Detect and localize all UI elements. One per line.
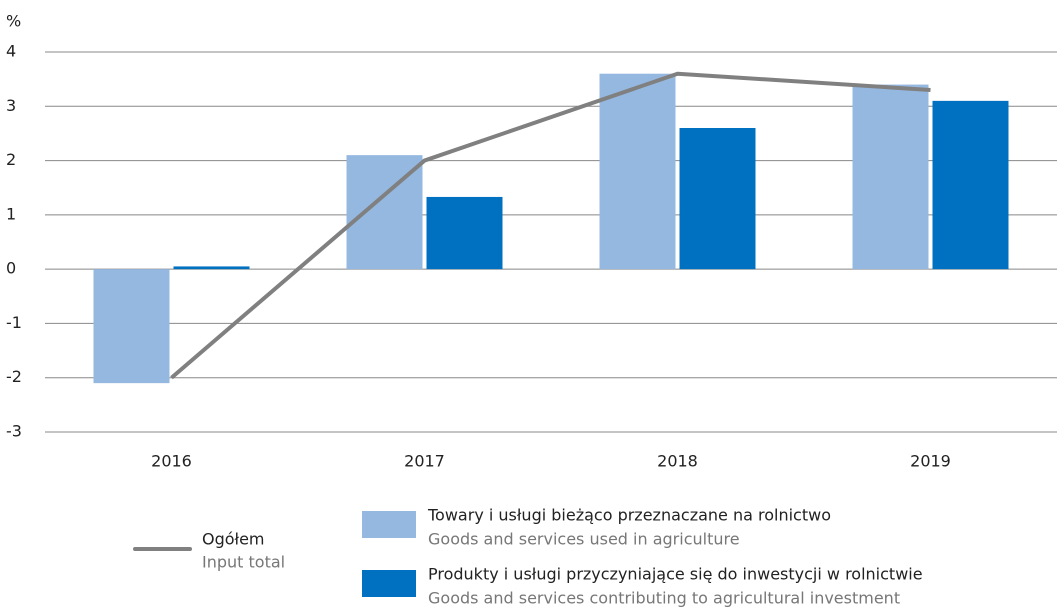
bar (426, 196, 503, 270)
legend-label-en: Input total (202, 553, 285, 572)
y-tick-label: 4 (6, 42, 16, 61)
x-tick-label: 2017 (404, 452, 445, 471)
legend-label: Towary i usługi bieżąco przeznaczane na … (427, 506, 831, 525)
x-tick-label: 2016 (151, 452, 192, 471)
bar (93, 269, 170, 384)
y-tick-label: 3 (6, 96, 16, 115)
legend-swatch (362, 570, 416, 597)
x-tick-label: 2019 (910, 452, 951, 471)
y-axis-label: % (6, 12, 21, 31)
legend-label-en: Goods and services used in agriculture (428, 530, 740, 549)
legend-label: Produkty i usługi przyczyniające się do … (428, 565, 923, 584)
legend-label-en: Goods and services contributing to agric… (428, 589, 900, 608)
line (170, 71, 931, 380)
bar (599, 73, 676, 270)
y-tick-label: -1 (6, 313, 22, 332)
bar (932, 100, 1009, 270)
y-tick-label: -3 (6, 422, 22, 441)
x-tick-label: 2018 (657, 452, 698, 471)
bar (679, 128, 756, 270)
legend-label: Ogółem (202, 530, 265, 549)
bar (173, 266, 250, 270)
y-tick-label: -2 (6, 367, 22, 386)
y-tick-label: 1 (6, 204, 16, 223)
bar (852, 84, 929, 270)
y-tick-label: 0 (6, 259, 16, 278)
legend-swatch (362, 511, 416, 538)
y-tick-label: 2 (6, 150, 16, 169)
